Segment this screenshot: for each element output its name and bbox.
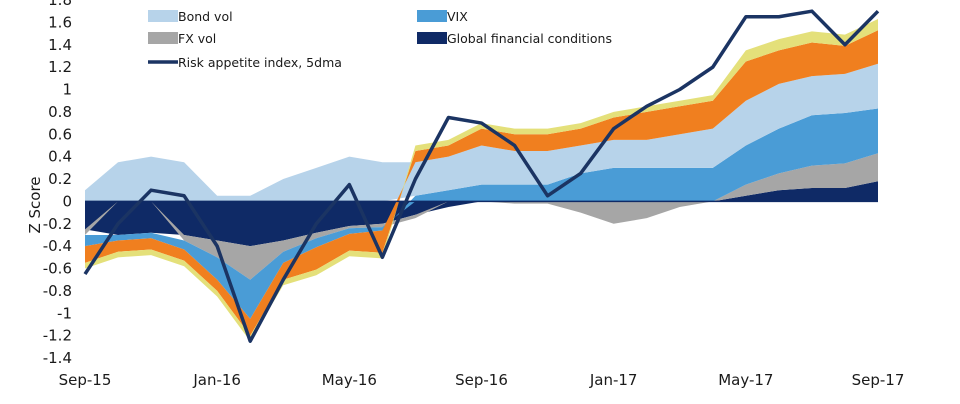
y-tick-label: 0.2 xyxy=(48,170,72,188)
y-axis-label: Z Score xyxy=(26,176,44,233)
x-tick-label: Jan-16 xyxy=(192,371,241,389)
legend-label: Global financial conditions xyxy=(447,31,612,46)
y-tick-label: -1 xyxy=(57,304,72,322)
risk-line-group xyxy=(83,9,880,343)
y-tick-label: 1 xyxy=(62,81,72,99)
x-tick-label: Jan-17 xyxy=(589,371,638,389)
legend-label: Bond vol xyxy=(178,9,233,24)
legend-label: VIX xyxy=(447,9,468,24)
legend: Global financial conditions FX vol VIX Bond… xyxy=(148,9,612,70)
y-tick-label: 0 xyxy=(62,192,72,210)
legend-swatch xyxy=(148,10,178,22)
y-tick-label: 1.2 xyxy=(48,58,72,76)
x-tick-label: Sep-17 xyxy=(852,371,905,389)
x-tick-label: May-16 xyxy=(322,371,377,389)
area-series-0 xyxy=(85,181,878,247)
area-series-2 xyxy=(85,108,878,319)
y-tick-label: 1.8 xyxy=(48,0,72,9)
y-tick-label: -0.8 xyxy=(43,282,72,300)
y-tick-label: 1.4 xyxy=(48,36,72,54)
risk-appetite-line xyxy=(83,9,880,343)
y-tick-label: 0.8 xyxy=(48,103,72,121)
area-series-1 xyxy=(85,153,878,280)
x-tick-label: May-17 xyxy=(718,371,773,389)
y-tick-label: 0.6 xyxy=(48,125,72,143)
y-tick-label: 1.6 xyxy=(48,13,72,31)
x-axis: Sep-15 Jan-16 May-16 Sep-16 Jan-17 May-17 Sep-… xyxy=(59,371,905,389)
y-tick-label: -0.6 xyxy=(43,260,72,278)
legend-swatch xyxy=(148,32,178,44)
x-tick-label: Sep-15 xyxy=(59,371,112,389)
y-tick-label: -0.2 xyxy=(43,215,72,233)
y-axis: 1.8 1.6 1.4 1.2 1 0.8 0.6 0.4 0.2 0 -0.2 -0.4 -0.6 -0… xyxy=(43,0,72,367)
legend-label: FX vol xyxy=(178,31,216,46)
area-series-3 xyxy=(85,63,878,202)
legend-swatch xyxy=(417,32,447,44)
stacked-areas xyxy=(85,19,878,342)
x-tick-label: Sep-16 xyxy=(455,371,508,389)
y-tick-label: 0.4 xyxy=(48,148,72,166)
legend-swatch xyxy=(417,10,447,22)
y-tick-label: -1.4 xyxy=(43,349,72,367)
area-series-4 xyxy=(85,30,878,336)
legend-label: Risk appetite index, 5dma xyxy=(178,55,342,70)
y-tick-label: -0.4 xyxy=(43,237,72,255)
y-tick-label: -1.2 xyxy=(43,327,72,345)
